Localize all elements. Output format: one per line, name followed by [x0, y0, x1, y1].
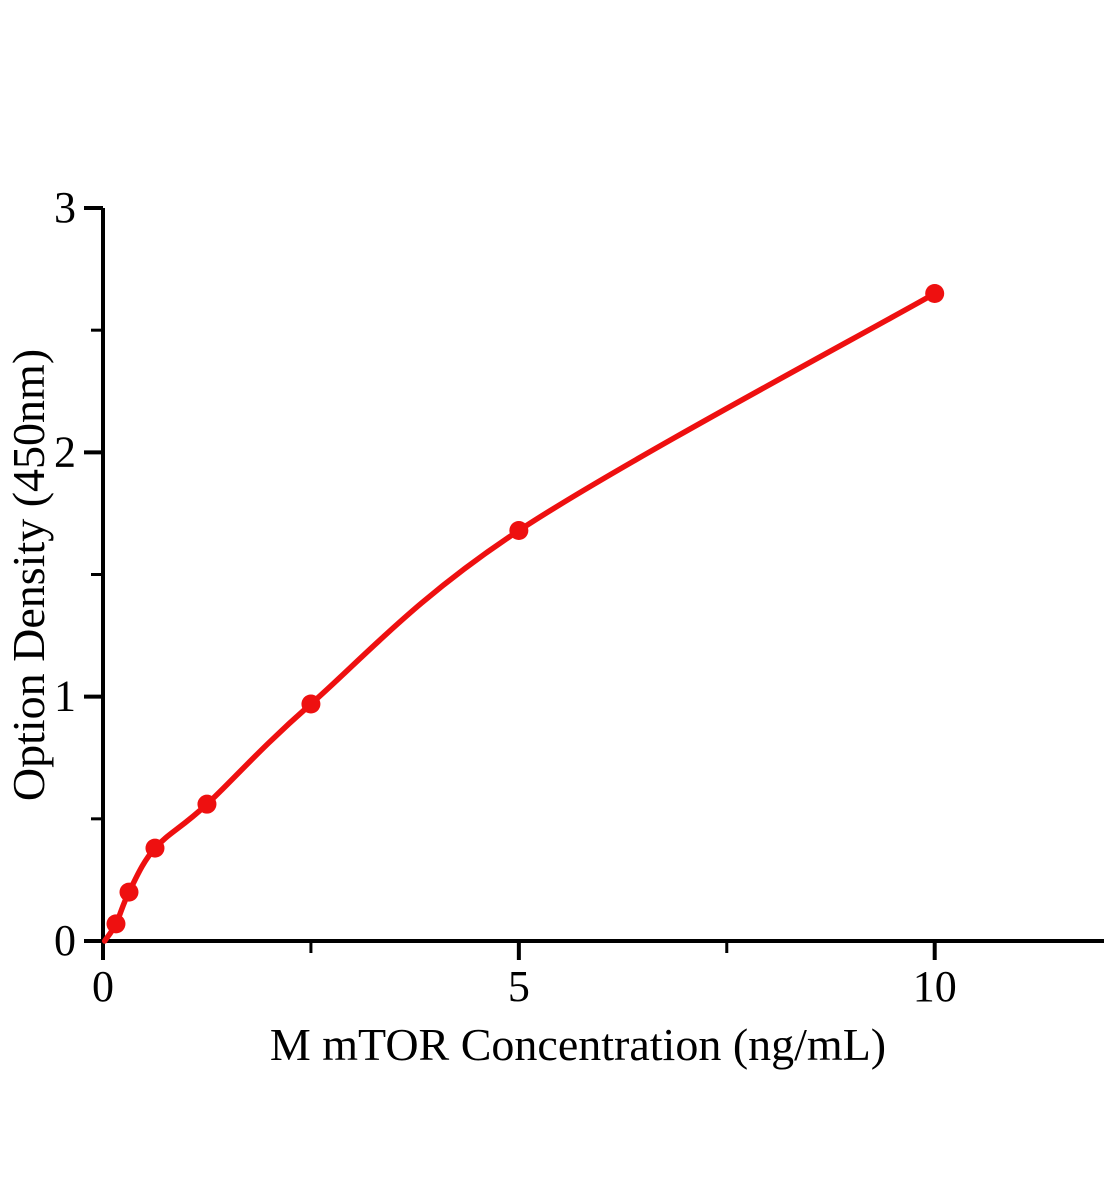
x-tick-label: 5 [508, 962, 530, 1011]
data-point [145, 838, 165, 858]
y-tick-label: 3 [54, 183, 76, 232]
axis-tick-labels: 0 5 10 0 1 2 3 [54, 183, 957, 1011]
y-axis-title: Option Density (450nm) [3, 349, 54, 801]
axes [101, 208, 1104, 943]
x-axis-title: M mTOR Concentration (ng/mL) [270, 1019, 886, 1070]
y-tick-label: 0 [54, 916, 76, 965]
data-point [119, 882, 139, 902]
data-point [509, 521, 529, 541]
x-tick-label: 0 [92, 962, 114, 1011]
y-tick-label: 2 [54, 427, 76, 476]
x-tick-label: 10 [913, 962, 957, 1011]
y-tick-label: 1 [54, 672, 76, 721]
data-point [925, 284, 945, 304]
data-point [106, 914, 126, 934]
data-point [197, 794, 217, 814]
standard-curve-line [101, 290, 938, 944]
data-point [301, 694, 321, 714]
axis-ticks [84, 206, 937, 960]
data-series [101, 284, 945, 944]
